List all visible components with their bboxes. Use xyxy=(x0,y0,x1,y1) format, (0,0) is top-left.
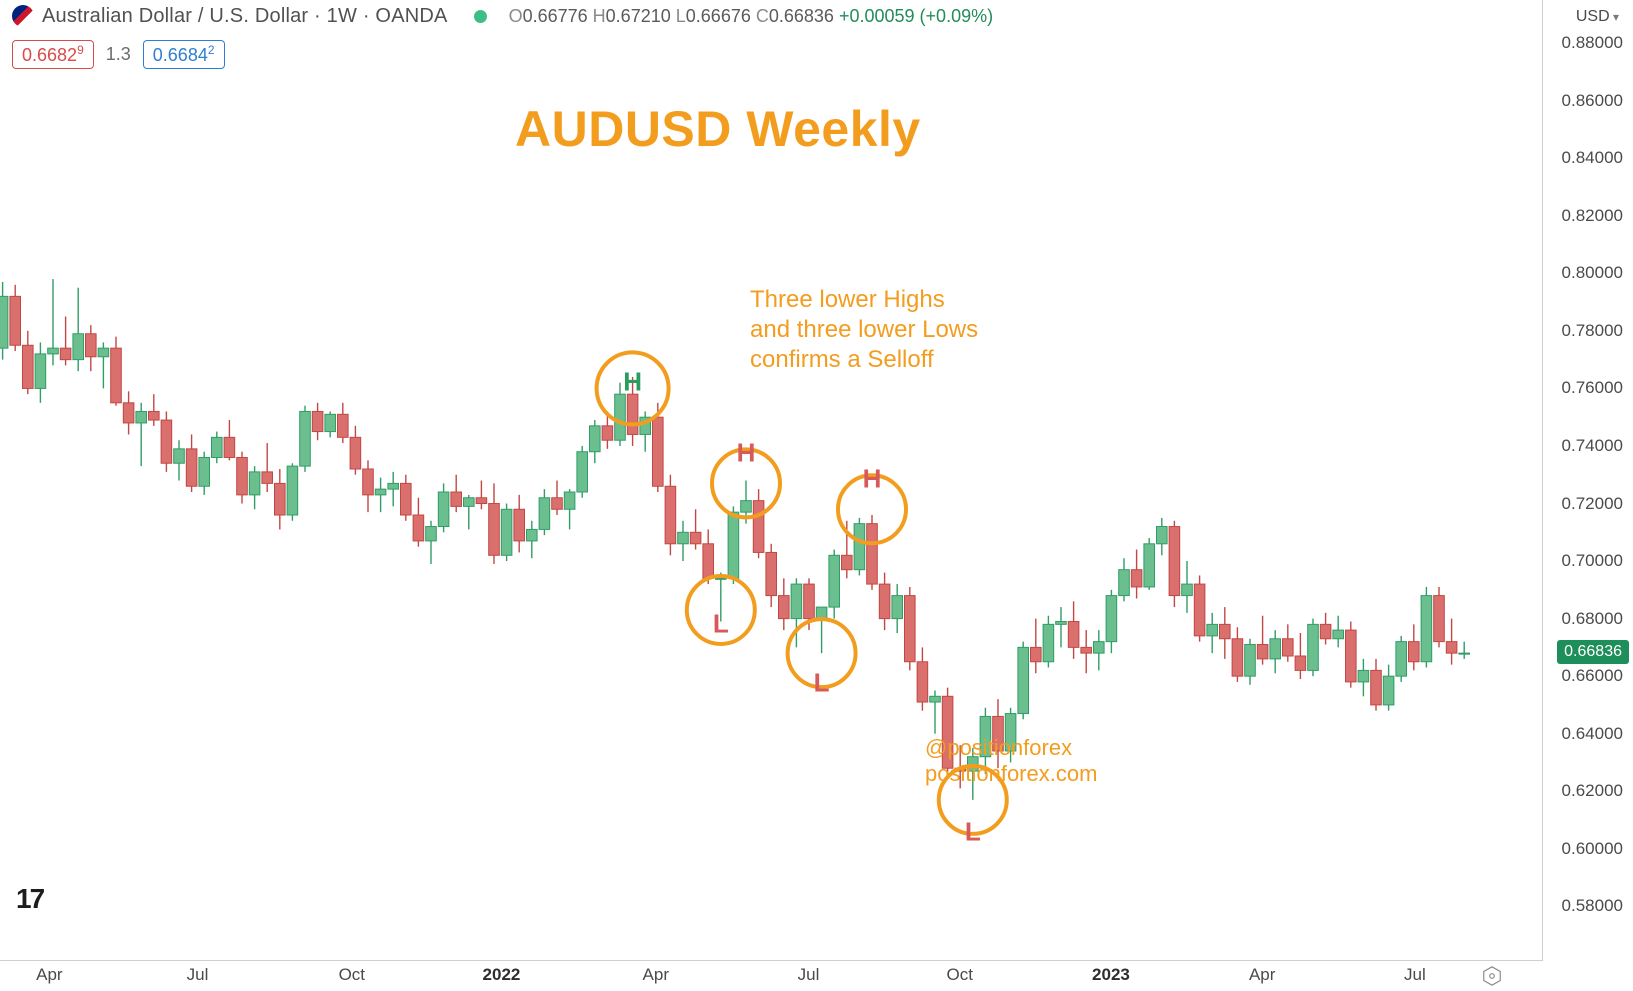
currency-selector[interactable]: USD xyxy=(1576,8,1619,26)
y-tick-label: 0.64000 xyxy=(1562,724,1623,744)
y-axis[interactable]: USD 0.580000.600000.620000.640000.660000… xyxy=(1542,0,1633,960)
chart-root: Australian Dollar / U.S. Dollar · 1W · O… xyxy=(0,0,1633,991)
chart-marker-label: H xyxy=(737,438,756,469)
y-tick-label: 0.88000 xyxy=(1562,33,1623,53)
x-axis[interactable]: Apr Jul Oct 2022 Apr Jul Oct 2023 Apr Jul xyxy=(0,960,1543,991)
y-tick-label: 0.58000 xyxy=(1562,896,1623,916)
y-tick-label: 0.68000 xyxy=(1562,609,1623,629)
y-tick-label: 0.72000 xyxy=(1562,494,1623,514)
x-tick-label: 2022 xyxy=(483,965,521,985)
y-tick-label: 0.70000 xyxy=(1562,551,1623,571)
x-tick-label: Jul xyxy=(798,965,820,985)
y-tick-label: 0.78000 xyxy=(1562,321,1623,341)
chart-title: AUDUSD Weekly xyxy=(515,100,921,158)
x-tick-label: Apr xyxy=(643,965,669,985)
chart-marker-label: L xyxy=(814,668,830,699)
y-tick-label: 0.86000 xyxy=(1562,91,1623,111)
y-tick-label: 0.74000 xyxy=(1562,436,1623,456)
tradingview-logo-icon: 17 xyxy=(16,883,43,915)
plot-area[interactable]: AUDUSD Weekly Three lower Highsand three… xyxy=(0,0,1543,961)
chart-marker-label: H xyxy=(623,367,642,398)
y-tick-label: 0.80000 xyxy=(1562,263,1623,283)
x-tick-label: Jul xyxy=(187,965,209,985)
x-tick-label: Oct xyxy=(339,965,365,985)
x-tick-label: Oct xyxy=(947,965,973,985)
goto-date-icon[interactable] xyxy=(1481,965,1503,987)
x-tick-label: 2023 xyxy=(1092,965,1130,985)
chart-marker-label: L xyxy=(713,608,729,639)
chart-marker-label: L xyxy=(965,816,981,847)
y-tick-label: 0.84000 xyxy=(1562,148,1623,168)
credit-text: @positionforexpositionforex.com xyxy=(925,735,1097,788)
y-tick-label: 0.66000 xyxy=(1562,666,1623,686)
y-tick-label: 0.76000 xyxy=(1562,378,1623,398)
x-tick-label: Jul xyxy=(1404,965,1426,985)
last-price-label: 0.66836 xyxy=(1557,640,1629,664)
x-tick-label: Apr xyxy=(1249,965,1275,985)
x-tick-label: Apr xyxy=(36,965,62,985)
annotation-text: Three lower Highsand three lower Lowscon… xyxy=(750,285,978,375)
y-tick-label: 0.60000 xyxy=(1562,839,1623,859)
y-tick-label: 0.82000 xyxy=(1562,206,1623,226)
y-tick-label: 0.62000 xyxy=(1562,781,1623,801)
chart-marker-label: H xyxy=(863,464,882,495)
